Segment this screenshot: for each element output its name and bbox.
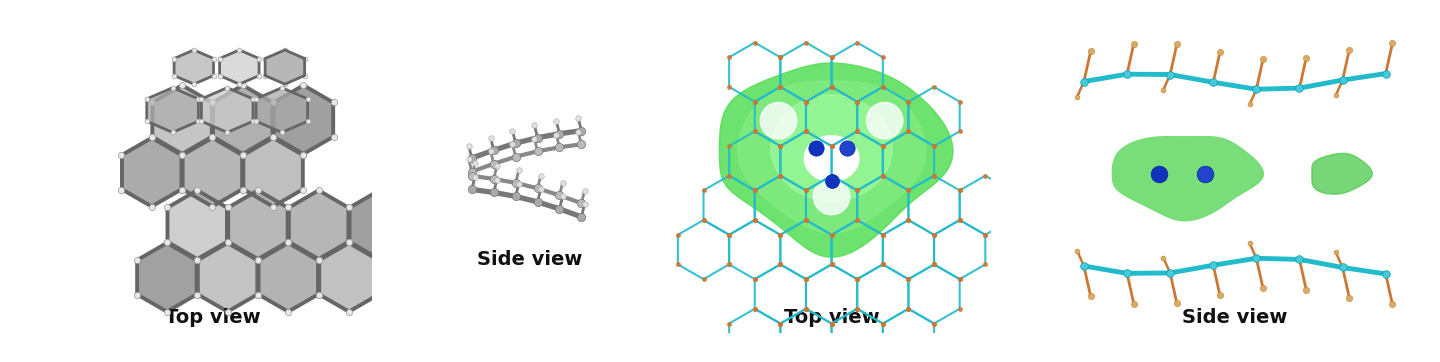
- Polygon shape: [174, 50, 213, 84]
- Polygon shape: [256, 88, 308, 132]
- Polygon shape: [220, 50, 259, 84]
- Text: Side view: Side view: [1182, 308, 1287, 327]
- Polygon shape: [720, 63, 953, 257]
- Polygon shape: [289, 190, 348, 259]
- Polygon shape: [1113, 137, 1263, 221]
- Polygon shape: [202, 88, 253, 132]
- Polygon shape: [320, 243, 379, 312]
- Polygon shape: [737, 81, 926, 233]
- Polygon shape: [1113, 137, 1263, 221]
- Text: Top view: Top view: [783, 308, 880, 327]
- Polygon shape: [770, 95, 893, 201]
- Polygon shape: [243, 138, 302, 206]
- Polygon shape: [1312, 153, 1372, 194]
- Polygon shape: [814, 178, 850, 215]
- Polygon shape: [153, 85, 212, 154]
- Polygon shape: [213, 85, 272, 154]
- Polygon shape: [147, 88, 199, 132]
- Polygon shape: [274, 85, 333, 154]
- Polygon shape: [265, 50, 305, 84]
- Polygon shape: [197, 243, 258, 312]
- Polygon shape: [167, 190, 228, 259]
- Text: Side view: Side view: [477, 250, 582, 269]
- Polygon shape: [350, 190, 409, 259]
- Polygon shape: [760, 102, 796, 139]
- Polygon shape: [867, 102, 903, 139]
- Polygon shape: [805, 136, 858, 181]
- Polygon shape: [259, 243, 318, 312]
- Polygon shape: [183, 138, 242, 206]
- Polygon shape: [137, 243, 197, 312]
- Text: Top view: Top view: [164, 308, 261, 327]
- Polygon shape: [122, 138, 181, 206]
- Polygon shape: [228, 190, 288, 259]
